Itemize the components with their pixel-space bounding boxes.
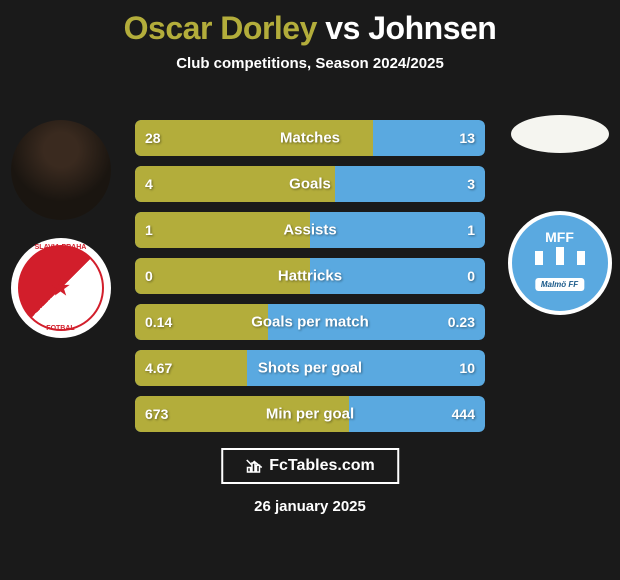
stat-row: 11Assists	[135, 212, 485, 248]
player1-avatar	[11, 120, 111, 220]
player2-name: Johnsen	[368, 10, 496, 46]
badge-text-bottom: FOTBAL	[11, 325, 111, 332]
star-icon: ★	[50, 274, 72, 303]
vs-text: vs	[325, 10, 360, 46]
stat-label: Min per goal	[135, 406, 485, 423]
player1-club-badge: SLAVIA PRAHA ★ FOTBAL	[11, 238, 111, 338]
stat-row: 4.6710Shots per goal	[135, 350, 485, 386]
footer-date: 26 january 2025	[0, 498, 620, 515]
subtitle: Club competitions, Season 2024/2025	[0, 55, 620, 72]
left-column: SLAVIA PRAHA ★ FOTBAL	[8, 120, 113, 338]
badge-ribbon: Malmö FF	[535, 278, 584, 291]
ball-icon	[511, 115, 609, 153]
stats-bar-chart: 2813Matches 43Goals 11Assists 00Hattricks 0.…	[135, 120, 485, 442]
stat-label: Shots per goal	[135, 360, 485, 377]
stat-label: Hattricks	[135, 268, 485, 285]
avatar-placeholder	[11, 120, 111, 220]
stat-row: 0.140.23Goals per match	[135, 304, 485, 340]
stat-row: 2813Matches	[135, 120, 485, 156]
stat-row: 673444Min per goal	[135, 396, 485, 432]
page-title: Oscar Dorley vs Johnsen	[0, 0, 620, 47]
tower-icon	[577, 251, 585, 265]
stat-row: 00Hattricks	[135, 258, 485, 294]
player1-name: Oscar Dorley	[124, 10, 317, 46]
stat-label: Assists	[135, 222, 485, 239]
badge-abbr: MFF	[545, 229, 574, 245]
tower-icon	[556, 247, 564, 265]
stat-row: 43Goals	[135, 166, 485, 202]
chart-icon	[245, 457, 263, 475]
player2-club-badge: MFF Malmö FF	[508, 211, 612, 315]
right-column: MFF Malmö FF	[507, 115, 612, 315]
brand-box: FcTables.com	[221, 448, 399, 484]
stat-label: Matches	[135, 130, 485, 147]
brand-text: FcTables.com	[269, 457, 375, 475]
badge-inner: ★	[18, 245, 104, 331]
stat-label: Goals	[135, 176, 485, 193]
stat-label: Goals per match	[135, 314, 485, 331]
tower-icon	[535, 251, 543, 265]
castle-icon	[535, 247, 585, 265]
